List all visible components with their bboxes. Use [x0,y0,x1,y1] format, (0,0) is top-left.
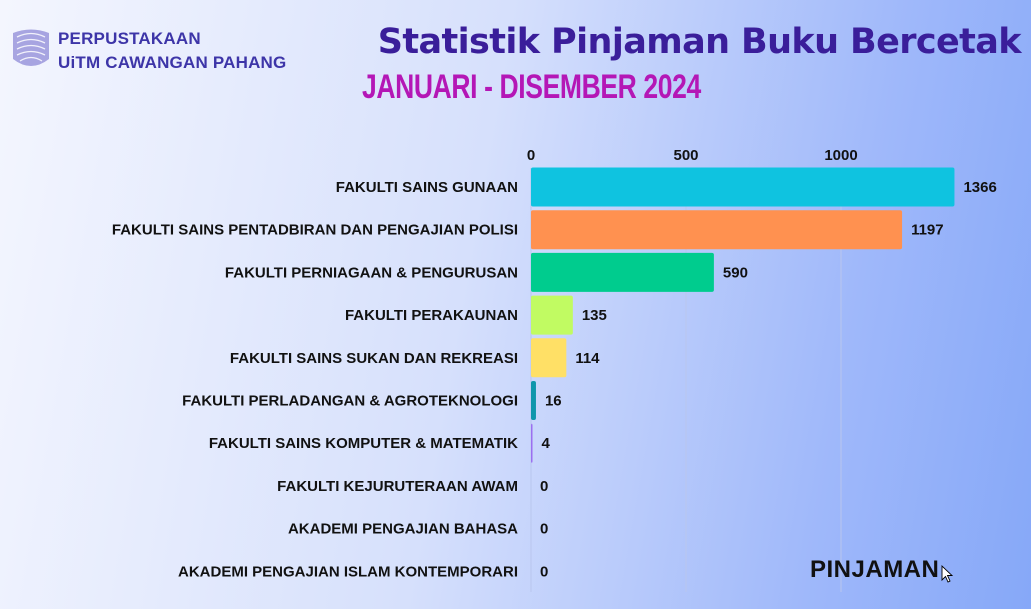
bar [531,295,573,335]
category-label: FAKULTI PERAKAUNAN [345,307,518,324]
category-labels: FAKULTI SAINS GUNAAN FAKULTI SAINS PENTAD… [112,179,518,580]
bar [531,252,714,292]
x-tick-label: 500 [673,147,698,164]
category-label: AKADEMI PENGAJIAN ISLAM KONTEMPORARI [178,563,518,580]
bars [531,167,955,463]
library-logo-icon [13,29,49,66]
value-label: 0 [540,521,548,538]
mouse-cursor-icon [941,564,954,583]
value-labels: 1366 1197 590 135 114 16 4 0 0 0 [540,179,997,580]
legend-label: PINJAMAN [810,556,939,583]
x-axis-ticks: 0 500 1000 [527,147,858,164]
value-label: 135 [582,307,607,324]
category-label: FAKULTI SAINS SUKAN DAN REKREASI [230,350,518,367]
chart-title: Statistik Pinjaman Buku Bercetak [377,22,1022,62]
x-tick-label: 0 [527,147,535,164]
bar [531,423,533,463]
category-label: FAKULTI SAINS GUNAAN [336,179,518,196]
value-label: 1366 [963,179,996,196]
category-label: FAKULTI PERLADANGAN & AGROTEKNOLOGI [182,393,518,410]
value-label: 590 [723,264,748,281]
category-label: FAKULTI SAINS PENTADBIRAN DAN PENGAJIAN … [112,222,518,239]
campus-name: UiTM CAWANGAN PAHANG [58,53,287,72]
chart-subtitle: JANUARI - DISEMBER 2024 [362,68,701,106]
category-label: FAKULTI KEJURUTERAAN AWAM [277,478,518,495]
value-label: 0 [540,563,548,580]
value-label: 0 [540,478,548,495]
value-label: 16 [545,393,562,410]
bar [531,167,955,207]
value-label: 1197 [911,222,944,239]
library-name: PERPUSTAKAAN [58,29,201,48]
value-label: 114 [575,350,600,367]
category-label: FAKULTI PERNIAGAAN & PENGURUSAN [225,264,518,281]
category-label: FAKULTI SAINS KOMPUTER & MATEMATIK [209,435,518,452]
bar [531,338,567,378]
bar [531,381,536,420]
bar [531,210,903,250]
category-label: AKADEMI PENGAJIAN BAHASA [288,521,518,538]
x-tick-label: 1000 [824,147,857,164]
value-label: 4 [542,435,551,452]
